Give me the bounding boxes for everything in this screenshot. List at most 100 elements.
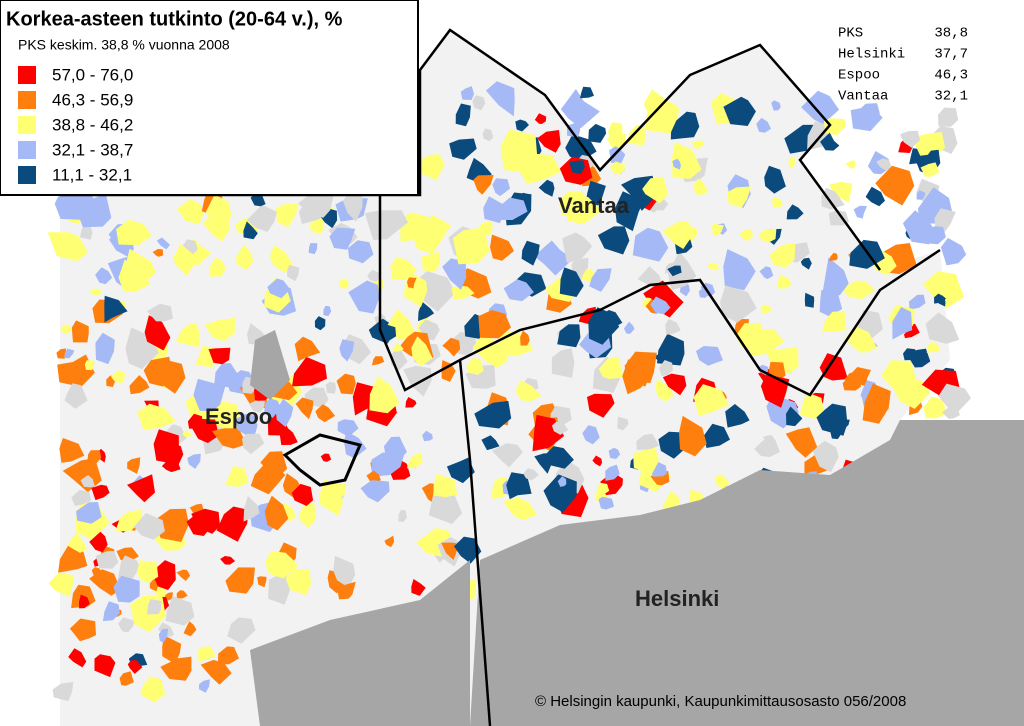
unpopulated-area xyxy=(95,267,113,285)
district xyxy=(367,269,380,282)
averages: PKS 38,8 Helsinki 37,7 Espoo 46,3 Vantaa 32,1 xyxy=(838,26,968,105)
district xyxy=(892,307,913,340)
district xyxy=(71,320,89,343)
unpopulated-area xyxy=(407,277,417,289)
district xyxy=(118,617,135,633)
sea-layer xyxy=(250,330,1024,726)
district xyxy=(152,248,164,257)
district xyxy=(59,438,85,463)
district xyxy=(819,353,848,381)
unpopulated-area xyxy=(771,100,781,111)
district xyxy=(127,457,141,474)
district xyxy=(449,138,477,160)
district xyxy=(623,321,635,334)
unpopulated-area xyxy=(597,226,630,255)
district xyxy=(89,531,108,553)
district xyxy=(453,227,490,265)
district xyxy=(492,178,510,197)
district xyxy=(249,400,265,413)
district xyxy=(633,447,659,475)
district xyxy=(657,333,685,366)
border xyxy=(459,248,941,397)
district xyxy=(650,296,671,315)
district xyxy=(127,474,155,503)
legend-title: Korkea-asteen tutkinto (20-64 v.), % xyxy=(6,8,343,30)
district xyxy=(187,413,203,429)
unpopulated-area xyxy=(605,464,620,481)
district xyxy=(285,568,312,596)
district xyxy=(665,319,681,335)
district xyxy=(257,576,267,588)
district xyxy=(347,240,374,264)
district xyxy=(567,193,602,225)
district xyxy=(636,433,660,450)
district xyxy=(200,659,232,685)
district xyxy=(626,124,646,146)
district xyxy=(785,427,818,458)
district xyxy=(582,425,600,445)
district xyxy=(926,341,940,353)
average-name: Espoo xyxy=(838,68,880,84)
district xyxy=(865,186,885,207)
district xyxy=(914,138,934,156)
unpopulated-area xyxy=(348,280,380,314)
district xyxy=(551,348,575,378)
district xyxy=(711,223,724,236)
district xyxy=(212,428,247,449)
unpopulated-area xyxy=(52,682,74,702)
unpopulated-area xyxy=(403,365,432,397)
district xyxy=(934,208,956,232)
district xyxy=(267,278,291,299)
unpopulated-area xyxy=(523,468,540,481)
unpopulated-area xyxy=(64,383,88,409)
district xyxy=(598,496,615,510)
district xyxy=(329,227,356,250)
district xyxy=(47,232,88,262)
district xyxy=(119,671,134,686)
district xyxy=(287,264,300,282)
district xyxy=(474,400,512,429)
legend-swatch xyxy=(18,91,36,109)
place-label: Vantaa xyxy=(558,193,630,218)
district xyxy=(451,285,475,300)
district xyxy=(428,489,462,524)
district xyxy=(333,555,356,588)
unpopulated-area xyxy=(242,433,265,455)
district xyxy=(156,237,170,250)
district xyxy=(545,446,574,469)
district xyxy=(538,179,555,197)
district xyxy=(187,453,201,469)
district xyxy=(140,676,166,703)
district xyxy=(60,324,72,335)
legend-label: 11,1 - 32,1 xyxy=(52,165,132,184)
district xyxy=(66,532,88,553)
district xyxy=(117,555,140,583)
district xyxy=(828,252,838,261)
district xyxy=(786,204,804,220)
district xyxy=(862,383,891,424)
district xyxy=(176,199,204,225)
district xyxy=(250,463,286,495)
district xyxy=(89,569,121,596)
district xyxy=(764,165,786,194)
district xyxy=(295,397,314,420)
average-name: Vantaa xyxy=(838,89,888,105)
district xyxy=(406,452,423,469)
unpopulated-area xyxy=(314,316,326,331)
district xyxy=(323,305,332,317)
district xyxy=(209,257,226,277)
district xyxy=(460,86,474,100)
district xyxy=(441,542,458,560)
district xyxy=(299,502,317,529)
legend-label: 38,8 - 46,2 xyxy=(52,115,133,134)
district xyxy=(801,90,840,125)
district xyxy=(48,572,74,597)
district xyxy=(820,132,840,151)
district xyxy=(829,181,853,203)
district xyxy=(64,348,75,359)
district xyxy=(551,421,569,435)
district xyxy=(589,268,612,292)
district xyxy=(642,176,669,204)
district xyxy=(216,506,249,542)
unpopulated-area xyxy=(398,509,407,522)
